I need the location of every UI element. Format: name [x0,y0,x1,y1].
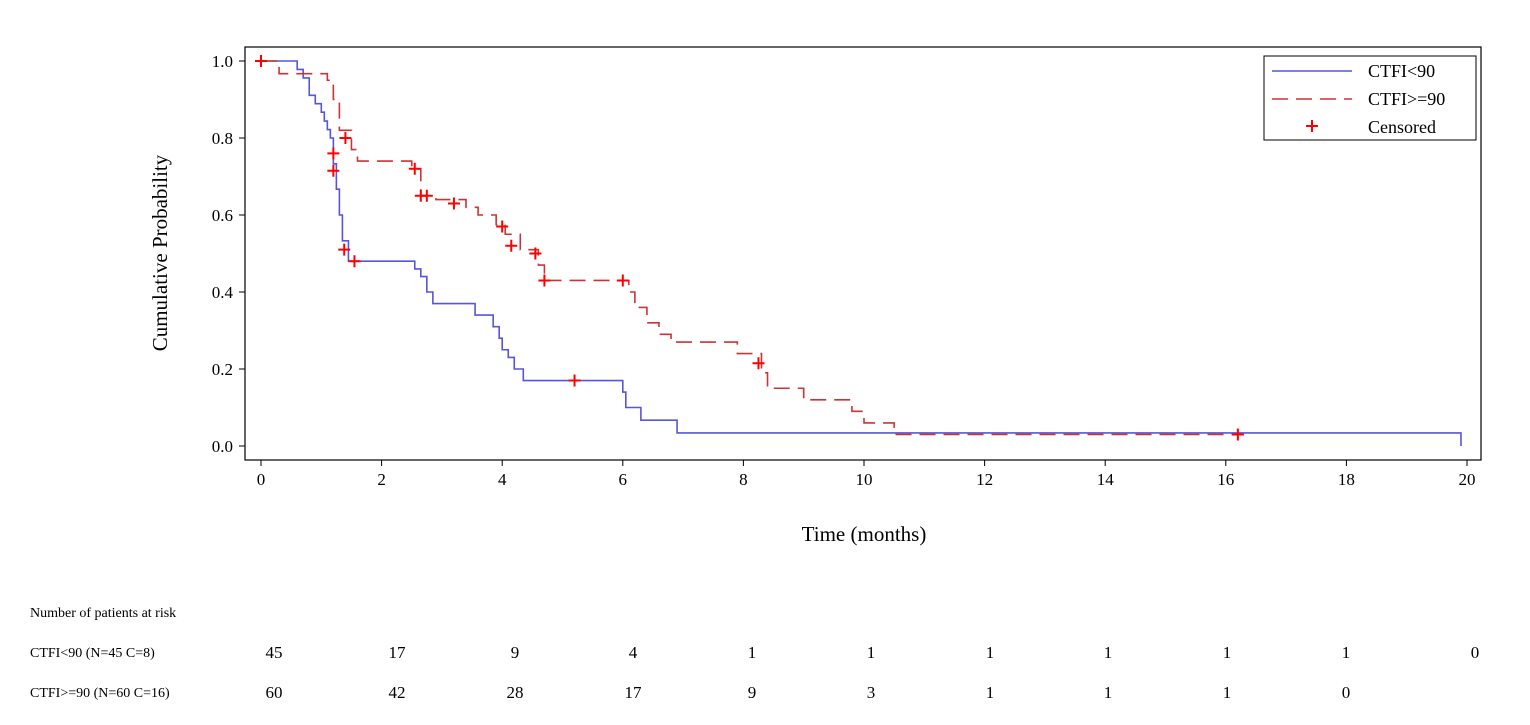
x-tick-label: 6 [619,470,628,489]
x-tick-label: 14 [1097,470,1115,489]
risk-row-label: CTFI>=90 (N=60 C=16) [30,686,170,701]
censored-mark [339,132,352,144]
risk-row-label: CTFI<90 (N=45 C=8) [30,646,155,661]
risk-count: 1 [1104,683,1113,702]
censored-mark [408,162,421,175]
x-tick-label: 16 [1217,470,1234,489]
risk-table-title: Number of patients at risk [30,606,176,621]
censored-mark [538,274,551,287]
censored-mark [255,55,267,67]
risk-count: 0 [1342,683,1351,702]
censored-mark [496,220,509,233]
plot-frame [244,46,1482,461]
risk-count: 1 [1223,683,1232,702]
x-tick-label: 4 [498,470,507,489]
censored-mark [327,147,340,160]
censored-mark [338,243,351,256]
legend-label: CTFI>=90 [1368,89,1445,109]
x-tick-label: 12 [976,470,993,489]
censored-mark [529,247,542,260]
risk-count: 1 [867,643,876,662]
risk-count: 42 [389,683,406,702]
y-tick-label: 0.8 [212,129,233,148]
censored-mark [616,274,629,287]
risk-count: 1 [748,643,757,662]
risk-count: 9 [511,643,520,662]
risk-count: 1 [986,683,995,702]
y-tick-label: 0.2 [212,360,233,379]
y-tick-label: 0.6 [212,206,233,225]
censored-mark [348,255,361,268]
risk-count: 4 [629,643,638,662]
legend-censored-icon [1306,120,1318,132]
censored-mark [752,357,765,370]
censored-mark [420,189,433,202]
risk-count: 1 [1223,643,1232,662]
risk-count: 45 [266,643,283,662]
censored-mark [447,197,460,210]
risk-count: 9 [748,683,757,702]
risk-count: 28 [507,683,524,702]
censored-mark [1231,428,1244,441]
y-tick-label: 0.4 [212,283,234,302]
y-axis-label: Cumulative Probability [148,154,172,351]
x-tick-label: 20 [1459,470,1476,489]
y-tick-label: 1.0 [212,52,233,71]
risk-count: 0 [1471,643,1480,662]
censored-mark [568,374,581,387]
survival-curve-0 [261,60,1462,446]
x-tick-label: 2 [377,470,386,489]
x-tick-label: 18 [1338,470,1355,489]
y-tick-label: 0.0 [212,437,233,456]
risk-count: 1 [1342,643,1351,662]
risk-count: 17 [389,643,407,662]
risk-count: 17 [625,683,643,702]
legend-label: Censored [1368,117,1436,137]
legend-label: CTFI<90 [1368,61,1435,81]
x-tick-label: 10 [856,470,873,489]
censored-mark [327,164,340,177]
x-axis-label: Time (months) [802,522,927,546]
x-tick-label: 8 [739,470,748,489]
risk-count: 1 [986,643,995,662]
survival-curve-1 [261,60,1238,436]
censored-mark [505,239,518,252]
legend-box [1263,55,1477,141]
risk-count: 1 [1104,643,1113,662]
risk-count: 3 [867,683,876,702]
x-tick-label: 0 [257,470,266,489]
risk-count: 60 [266,683,283,702]
